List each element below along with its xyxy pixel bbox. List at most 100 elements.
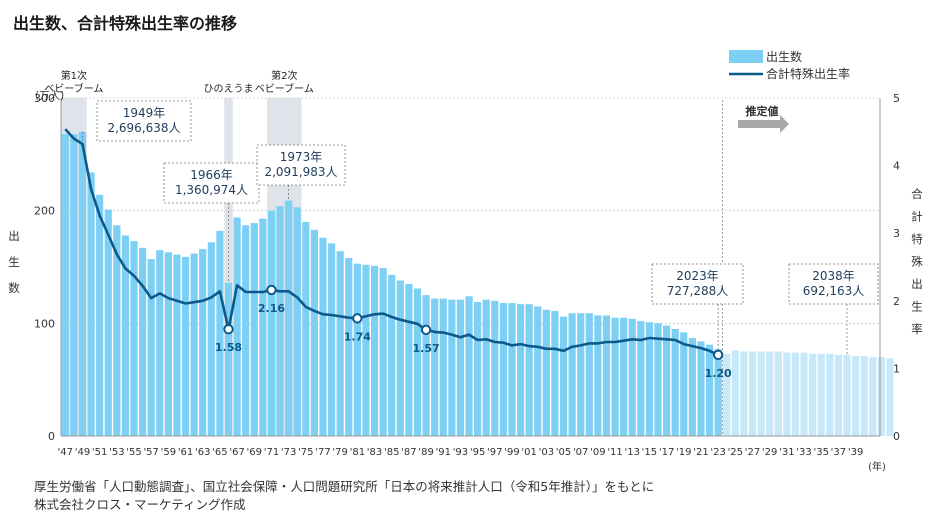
x-tick-label: '05 <box>556 447 571 458</box>
birth-bar <box>190 253 198 436</box>
left-tick-label: 200 <box>34 205 55 218</box>
birth-bar <box>851 356 860 436</box>
birth-bar <box>671 328 679 436</box>
birth-bar <box>680 332 688 436</box>
birth-bar <box>800 352 808 436</box>
birth-bar <box>405 283 413 436</box>
birth-bar <box>568 313 576 436</box>
x-tick-label: '63 <box>195 447 210 458</box>
birth-bar <box>310 229 318 436</box>
source-line-2: 株式会社クロス・マーケティング作成 <box>34 497 246 512</box>
birth-bar <box>448 299 456 436</box>
birth-bar <box>482 299 490 436</box>
x-tick-label: '75 <box>298 447 313 458</box>
birth-bar <box>869 357 877 436</box>
x-tick-label: '35 <box>813 447 828 458</box>
x-tick-label: '09 <box>590 447 605 458</box>
callout-text: 727,288人 <box>667 284 729 298</box>
source-note: 厚生労働省「人口動態調査」、国立社会保障・人口問題研究所「日本の将来推計人口（令… <box>34 478 654 514</box>
birth-bar <box>705 344 714 436</box>
x-tick-label: '27 <box>745 447 760 458</box>
birth-bar <box>181 256 190 436</box>
birth-bar <box>594 315 602 436</box>
legend-bar-label: 出生数 <box>766 49 802 64</box>
projection-label: 推定値 <box>746 104 779 118</box>
birth-bar <box>791 352 800 436</box>
x-tick-label: '51 <box>92 447 107 458</box>
birth-bar <box>353 263 361 436</box>
birth-bar <box>267 210 276 436</box>
birth-bar <box>602 315 611 436</box>
x-tick-label: '11 <box>607 447 622 458</box>
x-tick-label: '81 <box>350 447 365 458</box>
projection-arrow <box>738 115 789 133</box>
left-axis-title: 数 <box>8 281 20 295</box>
birth-bar <box>843 354 851 436</box>
birth-bar <box>645 322 654 436</box>
x-tick-label: '85 <box>384 447 399 458</box>
birth-bar <box>370 265 379 436</box>
birth-bar <box>525 304 533 436</box>
birth-bar <box>474 301 482 436</box>
left-tick-label: 100 <box>34 317 55 330</box>
birth-bar <box>78 131 87 437</box>
birth-bar <box>834 354 842 436</box>
x-tick-label: '65 <box>212 447 227 458</box>
birth-bar <box>491 300 499 436</box>
birth-bar <box>628 318 636 436</box>
birth-bar <box>783 352 791 436</box>
x-tick-label: '21 <box>693 447 708 458</box>
birth-bar <box>860 356 868 436</box>
x-tick-label: '67 <box>229 447 244 458</box>
birth-bar <box>362 264 370 436</box>
birth-bar <box>559 316 568 436</box>
x-tick-label: '69 <box>247 447 262 458</box>
chart-title: 出生数、合計特殊出生率の推移 <box>13 14 238 33</box>
x-tick-label: '55 <box>126 447 141 458</box>
birth-bar <box>663 325 671 436</box>
birth-bar <box>688 337 696 436</box>
birth-bar <box>585 313 593 436</box>
birth-bar <box>499 303 507 436</box>
legend-bar-swatch <box>729 50 763 63</box>
birth-bar <box>542 309 550 436</box>
birth-bar <box>259 218 267 436</box>
birth-bar <box>130 241 138 436</box>
x-axis-unit: (年) <box>868 460 886 473</box>
left-tick-label: 0 <box>48 430 55 443</box>
x-tick-label: '31 <box>779 447 794 458</box>
x-tick-label: '07 <box>573 447 588 458</box>
birth-bar <box>319 237 327 436</box>
callout-box <box>96 100 192 142</box>
x-tick-label: '79 <box>332 447 347 458</box>
birth-bar <box>216 230 224 436</box>
x-tick-label: '29 <box>762 447 777 458</box>
tfr-marker <box>223 323 234 335</box>
birth-bar <box>877 357 885 436</box>
x-tick-label: '95 <box>470 447 485 458</box>
right-axis-title: 殊 <box>911 255 923 269</box>
x-tick-label: '71 <box>264 447 279 458</box>
birth-bar <box>327 243 336 436</box>
birth-bar <box>147 259 155 436</box>
birth-bar <box>336 251 344 436</box>
birth-bar <box>723 353 731 436</box>
birth-bar <box>826 353 834 436</box>
birth-bar <box>431 298 439 436</box>
x-tick-label: '19 <box>676 447 691 458</box>
birth-bar <box>508 303 516 436</box>
x-tick-label: '17 <box>659 447 674 458</box>
shaded-period-label: 第1次 <box>61 69 87 82</box>
birth-bar <box>396 280 404 436</box>
x-tick-label: '59 <box>161 447 176 458</box>
x-tick-label: '15 <box>642 447 657 458</box>
birth-bar <box>113 225 121 436</box>
birth-bar <box>516 304 525 436</box>
source-line-1: 厚生労働省「人口動態調査」、国立社会保障・人口問題研究所「日本の将来推計人口（令… <box>34 479 655 494</box>
birth-bar <box>156 250 164 436</box>
callout-box <box>788 263 879 305</box>
tfr-line <box>64 128 719 357</box>
